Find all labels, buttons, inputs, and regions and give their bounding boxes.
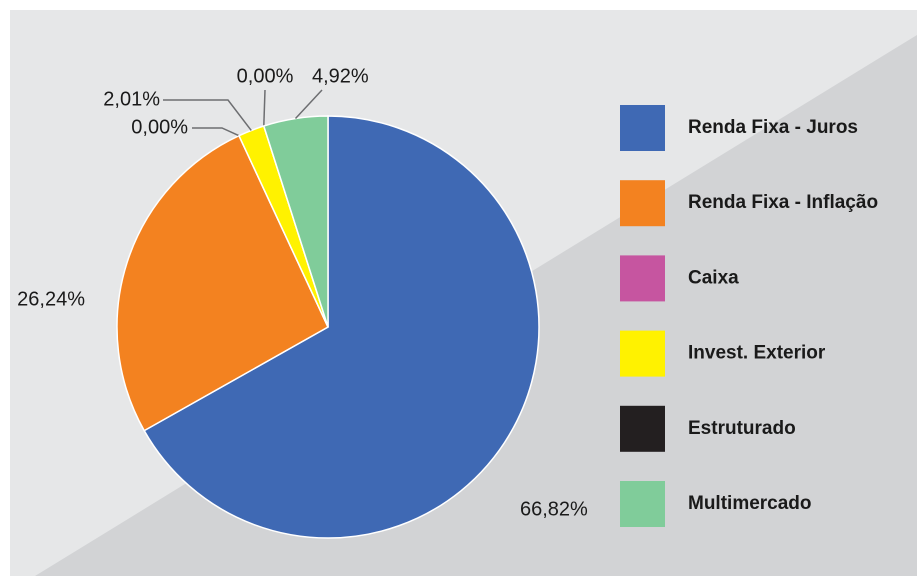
legend-label: Renda Fixa - Juros xyxy=(688,117,858,138)
leader-line xyxy=(263,89,266,127)
leader-line xyxy=(294,89,323,120)
legend-swatch xyxy=(620,255,665,302)
legend-swatch xyxy=(620,405,665,452)
value-label: 2,01% xyxy=(103,88,160,110)
legend-swatch xyxy=(620,105,665,151)
legend-label: Caixa xyxy=(688,267,739,288)
legend-swatch xyxy=(620,180,665,227)
leader-line xyxy=(192,127,240,137)
value-label: 66,82% xyxy=(520,498,588,520)
value-label: 26,24% xyxy=(17,288,85,310)
legend-label: Estruturado xyxy=(688,418,796,439)
value-label: 4,92% xyxy=(312,65,369,87)
legend-swatch xyxy=(620,330,665,377)
value-label: 0,00% xyxy=(131,116,188,138)
leader-line xyxy=(163,99,252,131)
pie-slice xyxy=(116,134,329,432)
legend-label: Renda Fixa - Inflação xyxy=(688,192,878,213)
legend-label: Multimercado xyxy=(688,493,812,514)
legend-label: Invest. Exterior xyxy=(688,343,826,364)
legend-swatch xyxy=(620,481,665,527)
value-label: 0,00% xyxy=(237,65,294,87)
pie-slice xyxy=(143,115,540,539)
